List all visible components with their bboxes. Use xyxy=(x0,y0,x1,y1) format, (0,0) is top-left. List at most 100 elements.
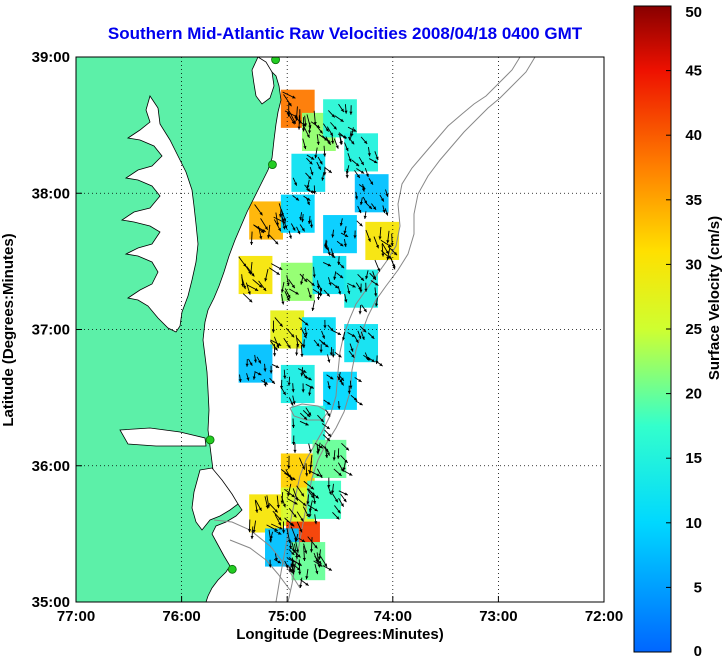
velocity-arrow xyxy=(268,559,272,568)
velocity-arrow xyxy=(268,234,279,245)
velocity-arrow xyxy=(263,363,267,372)
velocity-arrow xyxy=(291,418,295,429)
velocity-arrow xyxy=(341,442,350,451)
station-marker xyxy=(271,57,280,65)
velocity-arrow xyxy=(339,134,343,145)
velocity-arrow xyxy=(390,257,396,270)
velocity-arrow xyxy=(363,211,367,220)
velocity-arrow xyxy=(271,363,280,369)
velocity-arrow xyxy=(350,394,358,401)
velocity-arrow xyxy=(306,488,315,499)
velocity-arrow xyxy=(316,161,322,170)
velocity-arrow xyxy=(340,454,348,464)
velocity-arrow xyxy=(338,490,349,496)
velocity-arrow xyxy=(296,497,307,507)
velocity-arrow xyxy=(270,339,282,346)
velocity-arrow xyxy=(283,337,291,349)
velocity-arrow xyxy=(338,378,345,386)
velocity-arrow xyxy=(298,537,306,543)
velocity-arrow xyxy=(274,553,278,562)
chart-title: Southern Mid-Atlantic Raw Velocities 200… xyxy=(108,24,583,43)
velocity-arrow xyxy=(368,158,378,164)
velocity-arrow xyxy=(288,397,294,406)
velocity-arrow xyxy=(297,115,301,130)
velocity-arrow xyxy=(359,325,367,333)
velocity-arrow xyxy=(242,293,253,303)
velocity-arrow xyxy=(246,373,250,381)
velocity-arrow xyxy=(382,205,386,214)
velocity-arrow xyxy=(339,218,343,227)
colorbar-ticks: 0 5 10 15 20 25 30 35 40 45 50 xyxy=(666,4,702,659)
velocity-arrow xyxy=(367,332,375,340)
velocity-arrow xyxy=(345,168,349,179)
bathymetry-contour xyxy=(275,57,521,602)
velocity-arrow xyxy=(324,446,330,456)
velocity-arrow xyxy=(303,480,315,490)
velocity-arrow xyxy=(261,379,269,385)
velocity-arrow xyxy=(356,168,365,174)
velocity-arrow xyxy=(331,282,339,289)
velocity-arrow xyxy=(246,284,259,292)
velocity-arrow xyxy=(295,335,300,348)
velocity-arrow xyxy=(309,166,314,176)
velocity-arrow xyxy=(343,238,347,247)
velocity-arrow xyxy=(384,208,389,216)
velocity-arrow xyxy=(295,533,299,542)
velocity-arrow xyxy=(271,320,276,333)
velocity-arrow xyxy=(298,559,302,575)
velocity-arrow xyxy=(256,356,262,364)
velocity-arrow xyxy=(308,443,312,453)
velocity-arrow xyxy=(318,549,322,560)
velocity-arrow xyxy=(324,429,332,438)
velocity-arrow xyxy=(273,219,282,232)
velocity-arrow xyxy=(308,469,321,477)
velocity-arrow xyxy=(327,277,332,286)
velocity-arrow xyxy=(321,423,331,430)
y-axis-label: Latitude (Degrees:Minutes) xyxy=(0,233,17,426)
velocity-arrow xyxy=(378,226,382,240)
velocity-arrow xyxy=(333,468,342,477)
velocity-arrow xyxy=(284,291,290,302)
velocity-arrow xyxy=(347,126,357,132)
x-tick-label: 73:00 xyxy=(479,608,517,625)
velocity-arrow xyxy=(332,511,340,520)
velocity-arrow xyxy=(308,507,312,518)
velocity-arrow xyxy=(331,483,335,494)
velocity-arrow xyxy=(306,154,315,161)
velocity-arrow xyxy=(337,462,344,472)
x-tick-label: 77:00 xyxy=(57,608,95,625)
y-tick-label: 39:00 xyxy=(32,49,70,66)
station-marker xyxy=(205,435,215,445)
station-marker xyxy=(227,564,237,574)
velocity-arrow xyxy=(327,110,336,118)
velocity-arrow xyxy=(282,91,296,99)
velocity-arrow xyxy=(359,197,363,206)
velocity-arrow xyxy=(245,282,251,295)
velocity-arrow xyxy=(301,383,305,393)
velocity-arrow xyxy=(289,288,299,295)
velocity-arrow xyxy=(386,230,390,244)
velocity-arrow xyxy=(344,142,349,152)
velocity-arrow xyxy=(374,151,379,161)
velocity-arrow xyxy=(286,111,295,125)
pamlico-sound xyxy=(191,467,239,531)
velocity-arrow xyxy=(337,256,341,265)
colorbar-label: Surface Velocity (cm/s) xyxy=(706,216,723,380)
velocity-arrow xyxy=(252,371,256,380)
velocity-arrow xyxy=(358,305,362,315)
velocity-arrow xyxy=(291,542,296,553)
velocity-arrow xyxy=(296,226,301,235)
velocity-arrow xyxy=(316,468,323,479)
velocity-arrow xyxy=(292,395,296,405)
velocity-arrow xyxy=(305,383,315,389)
velocity-arrow xyxy=(269,377,276,385)
velocity-arrow xyxy=(283,94,292,107)
velocity-arrow xyxy=(386,247,391,261)
velocity-arrow xyxy=(317,414,325,423)
velocity-arrow xyxy=(268,267,280,276)
velocity-arrow xyxy=(348,350,355,358)
velocity-arrow xyxy=(364,282,368,292)
velocity-arrow xyxy=(282,521,286,534)
velocity-arrow xyxy=(281,293,285,305)
velocity-arrow xyxy=(334,115,344,123)
